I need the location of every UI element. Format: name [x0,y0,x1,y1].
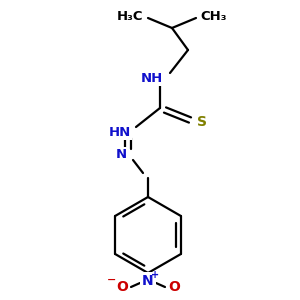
Text: N: N [116,148,127,161]
Text: −: − [107,275,117,285]
Text: CH₃: CH₃ [201,10,227,22]
Text: S: S [197,115,207,129]
Text: NH: NH [141,71,163,85]
Text: O: O [168,280,180,294]
Text: H₃C: H₃C [117,10,143,22]
Text: HN: HN [109,125,131,139]
Text: +: + [151,270,159,280]
Text: N: N [142,274,154,288]
Text: O: O [116,280,128,294]
